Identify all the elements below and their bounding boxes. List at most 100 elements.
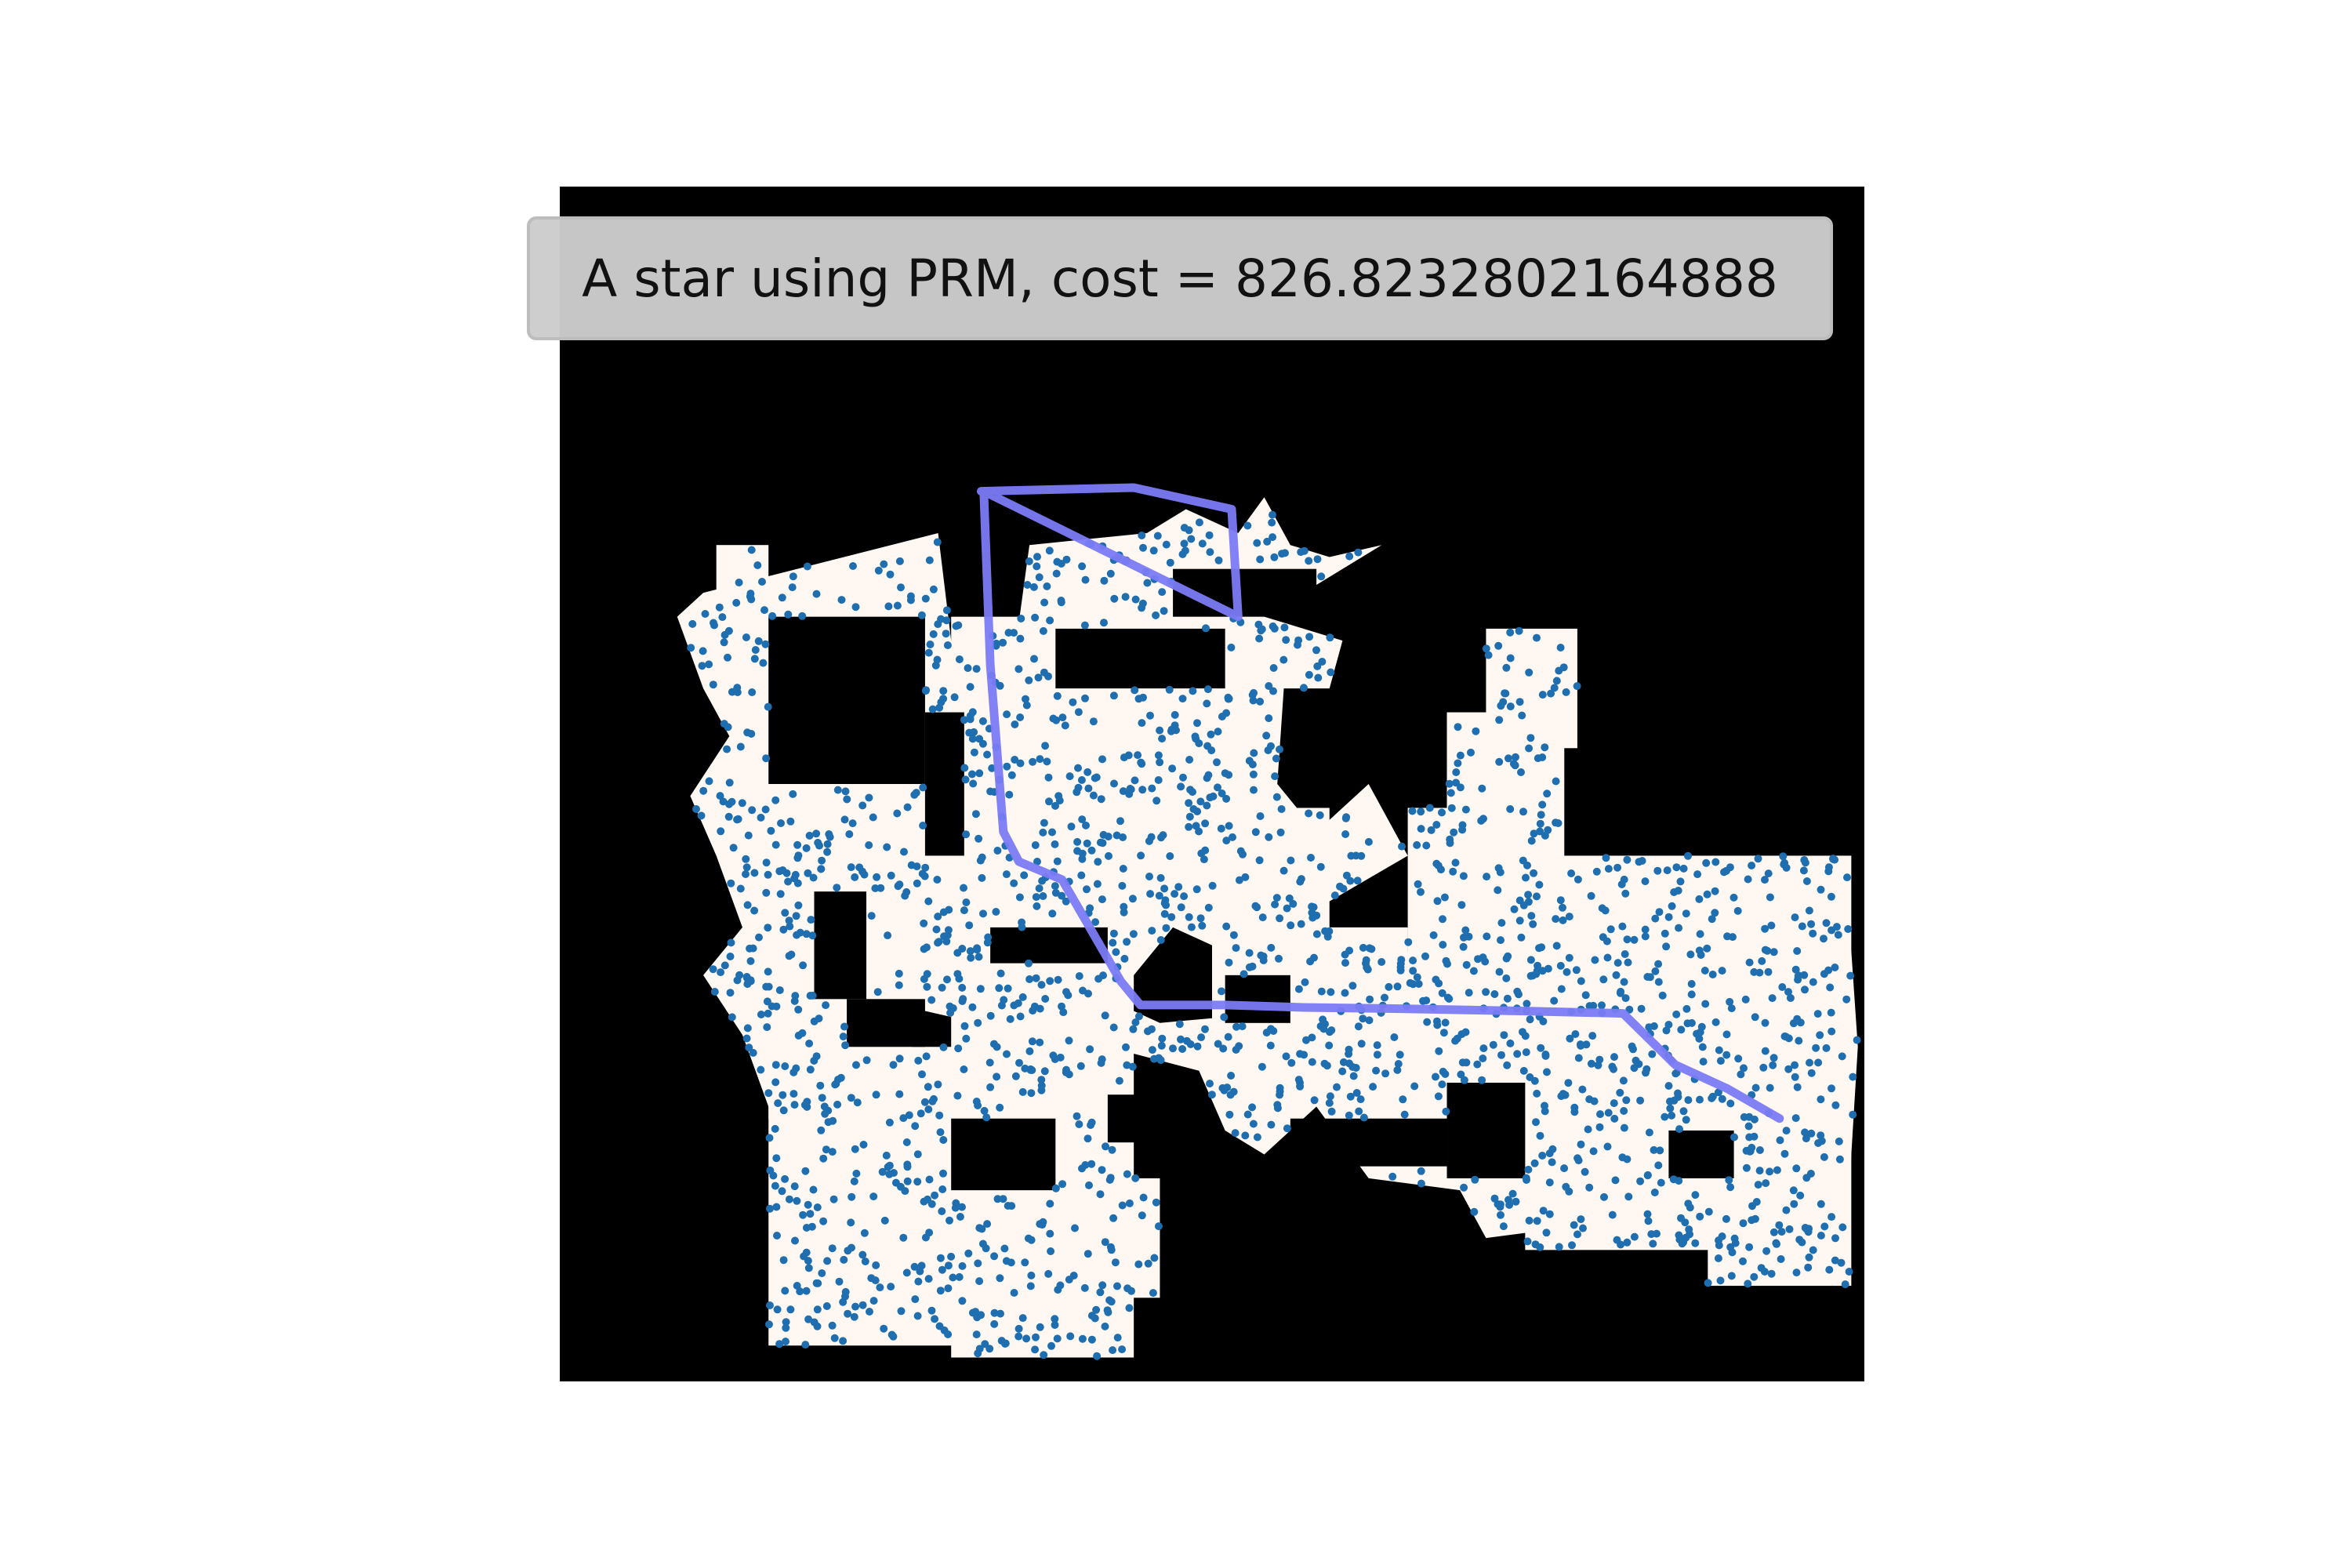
- prm-sample-point: [1109, 691, 1118, 700]
- prm-sample-point: [978, 739, 987, 748]
- prm-sample-point: [1109, 938, 1117, 947]
- prm-sample-point: [1571, 1030, 1580, 1038]
- prm-sample-point: [809, 1185, 818, 1194]
- prm-sample-point: [1043, 582, 1051, 590]
- prm-sample-point: [1347, 851, 1356, 860]
- prm-sample-point: [978, 717, 987, 725]
- prm-sample-point: [1250, 749, 1258, 757]
- prm-sample-point: [1003, 762, 1011, 771]
- prm-sample-point: [1146, 890, 1155, 898]
- prm-sample-point: [1131, 776, 1139, 785]
- prm-sample-point: [1584, 1125, 1592, 1134]
- prm-sample-point: [1807, 1069, 1816, 1077]
- prm-sample-point: [1087, 1118, 1096, 1127]
- prm-sample-point: [920, 1098, 929, 1106]
- prm-sample-point: [1588, 1032, 1597, 1040]
- prm-sample-point: [1798, 1238, 1806, 1247]
- prm-sample-point: [1029, 757, 1037, 766]
- prm-sample-point: [778, 593, 786, 602]
- prm-sample-point: [1806, 1170, 1815, 1178]
- prm-sample-point: [793, 1196, 801, 1205]
- prm-sample-point: [1177, 782, 1185, 791]
- prm-sample-point: [1089, 717, 1098, 726]
- prm-sample-point: [773, 1232, 781, 1240]
- prm-sample-point: [1313, 555, 1322, 564]
- prm-sample-point: [1616, 1088, 1624, 1097]
- prm-sample-point: [1096, 1190, 1105, 1199]
- prm-sample-point: [1641, 925, 1650, 934]
- prm-sample-point: [962, 830, 971, 839]
- prm-sample-point: [1218, 987, 1225, 996]
- prm-sample-point: [1129, 1025, 1138, 1033]
- prm-sample-point: [1769, 1228, 1778, 1236]
- prm-sample-point: [1249, 696, 1258, 705]
- prm-sample-point: [1154, 1222, 1163, 1231]
- prm-sample-point: [750, 869, 759, 877]
- prm-sample-point: [884, 602, 893, 611]
- prm-sample-point: [725, 779, 734, 787]
- prm-sample-point: [871, 1276, 880, 1285]
- prm-sample-point: [923, 982, 931, 991]
- prm-sample-point: [1676, 877, 1685, 886]
- prm-sample-point: [1157, 833, 1165, 842]
- prm-sample-point: [1433, 897, 1442, 906]
- prm-sample-point: [1287, 856, 1295, 865]
- prm-sample-point: [1623, 855, 1632, 864]
- prm-sample-point: [1513, 1050, 1522, 1058]
- prm-sample-point: [1336, 882, 1344, 891]
- prm-sample-point: [938, 1185, 947, 1193]
- prm-sample-point: [1031, 613, 1040, 622]
- prm-sample-point: [774, 1099, 782, 1108]
- prm-sample-point: [1755, 1146, 1764, 1154]
- prm-sample-point: [866, 1308, 873, 1316]
- prm-sample-point: [1792, 1164, 1801, 1173]
- prm-sample-point: [1687, 1018, 1696, 1027]
- prm-sample-point: [1394, 1060, 1403, 1068]
- prm-sample-point: [1675, 924, 1683, 932]
- prm-sample-point: [1129, 930, 1138, 938]
- prm-sample-point: [1110, 779, 1118, 788]
- prm-sample-point: [1074, 708, 1083, 717]
- prm-sample-point: [1522, 1174, 1530, 1182]
- prm-sample-point: [1827, 1008, 1835, 1017]
- prm-sample-point: [1506, 654, 1515, 662]
- prm-sample-point: [1033, 562, 1041, 571]
- prm-sample-point: [1269, 533, 1277, 542]
- prm-sample-point: [727, 938, 735, 947]
- prm-sample-point: [837, 596, 846, 604]
- prm-sample-point: [1796, 1191, 1805, 1200]
- prm-sample-point: [1695, 895, 1704, 903]
- prm-sample-point: [1002, 870, 1011, 879]
- prm-sample-point: [1809, 978, 1817, 986]
- prm-sample-point: [1662, 1026, 1671, 1035]
- prm-sample-point: [1197, 1033, 1206, 1042]
- prm-sample-point: [1451, 858, 1460, 867]
- prm-sample-point: [687, 644, 695, 652]
- prm-sample-point: [942, 630, 950, 638]
- prm-sample-point: [819, 1217, 828, 1225]
- prm-sample-point: [965, 728, 974, 737]
- prm-sample-point: [943, 931, 952, 939]
- prm-sample-point: [1730, 1133, 1738, 1142]
- prm-sample-point: [1098, 1166, 1106, 1174]
- prm-sample-point: [996, 681, 1004, 690]
- prm-sample-point: [1357, 1040, 1366, 1048]
- prm-sample-point: [1766, 1167, 1774, 1176]
- prm-sample-point: [1249, 1120, 1258, 1128]
- prm-sample-point: [727, 879, 735, 887]
- prm-sample-point: [1041, 995, 1050, 1003]
- prm-sample-point: [1054, 1286, 1062, 1294]
- prm-sample-point: [1789, 1186, 1798, 1195]
- prm-sample-point: [1454, 759, 1462, 768]
- prm-sample-point: [1703, 890, 1711, 898]
- prm-sample-point: [1045, 546, 1054, 555]
- prm-sample-point: [1538, 1152, 1547, 1160]
- prm-sample-point: [1501, 689, 1509, 698]
- prm-sample-point: [1205, 531, 1214, 539]
- prm-sample-point: [1784, 988, 1792, 996]
- prm-sample-point: [1805, 1253, 1813, 1261]
- prm-sample-point: [1250, 688, 1258, 697]
- prm-sample-point: [966, 683, 975, 691]
- prm-sample-point: [1703, 944, 1711, 953]
- prm-sample-point: [935, 938, 943, 946]
